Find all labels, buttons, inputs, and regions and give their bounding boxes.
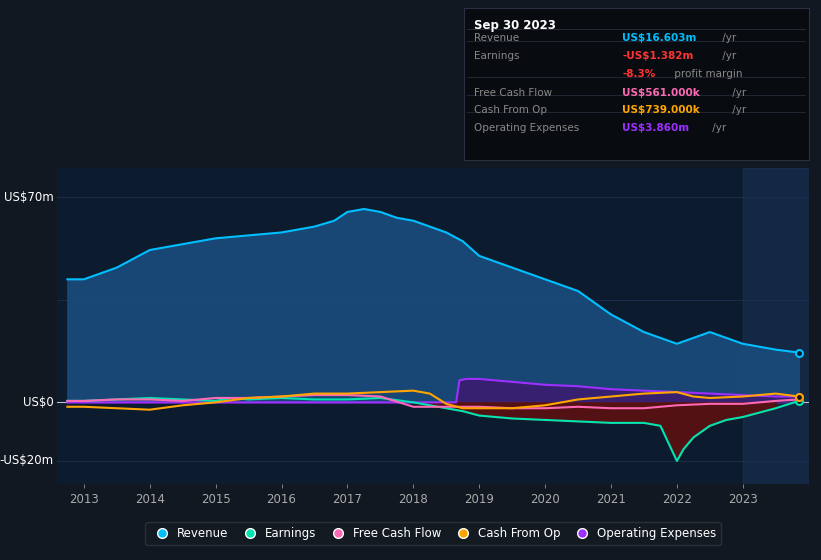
- Text: US$3.860m: US$3.860m: [622, 123, 690, 133]
- Text: /yr: /yr: [709, 123, 727, 133]
- Text: /yr: /yr: [719, 32, 736, 43]
- Text: -US$1.382m: -US$1.382m: [622, 51, 694, 60]
- Bar: [743, 168, 809, 484]
- Text: Operating Expenses: Operating Expenses: [475, 123, 580, 133]
- Text: /yr: /yr: [719, 51, 736, 60]
- Text: US$70m: US$70m: [4, 191, 53, 204]
- Text: Revenue: Revenue: [475, 32, 520, 43]
- Text: Cash From Op: Cash From Op: [475, 105, 548, 115]
- Text: -US$20m: -US$20m: [0, 455, 53, 468]
- Text: /yr: /yr: [729, 88, 746, 98]
- Text: Free Cash Flow: Free Cash Flow: [475, 88, 553, 98]
- Text: US$16.603m: US$16.603m: [622, 32, 697, 43]
- Text: -8.3%: -8.3%: [622, 69, 656, 79]
- Text: profit margin: profit margin: [671, 69, 742, 79]
- Text: US$0: US$0: [23, 396, 53, 409]
- Text: US$739.000k: US$739.000k: [622, 105, 700, 115]
- Legend: Revenue, Earnings, Free Cash Flow, Cash From Op, Operating Expenses: Revenue, Earnings, Free Cash Flow, Cash …: [145, 522, 721, 545]
- Text: US$561.000k: US$561.000k: [622, 88, 700, 98]
- Text: /yr: /yr: [729, 105, 746, 115]
- Text: Sep 30 2023: Sep 30 2023: [475, 19, 556, 32]
- Text: Earnings: Earnings: [475, 51, 520, 60]
